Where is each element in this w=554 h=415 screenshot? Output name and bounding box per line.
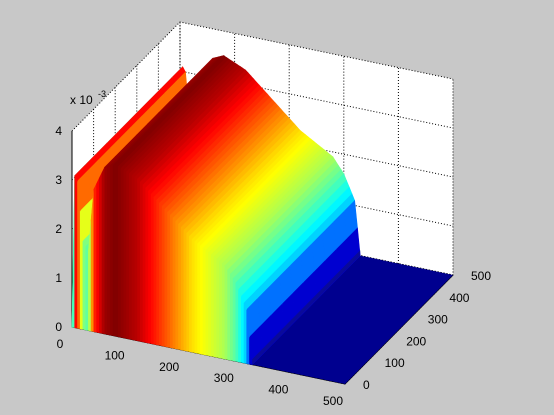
x-tick-label: 100 — [105, 348, 125, 362]
surface-front-skirt — [131, 174, 136, 341]
surface-front-skirt — [74, 175, 78, 329]
surface-front-skirt — [243, 302, 247, 364]
z-tick-label: 1 — [55, 271, 62, 285]
surface-front-skirt — [167, 211, 171, 348]
surface-front-skirt — [82, 240, 86, 331]
surface-front-skirt — [208, 251, 212, 357]
surface-front-skirt — [145, 187, 149, 344]
x-tick-label: 400 — [268, 383, 288, 397]
surface-front-skirt — [249, 337, 253, 365]
surface-front-skirt — [129, 173, 133, 340]
surface-front-skirt — [230, 273, 234, 361]
surface-front-skirt — [148, 190, 152, 344]
surface-front-skirt — [180, 226, 185, 351]
surface-front-skirt — [183, 229, 187, 352]
surface-front-skirt — [178, 223, 182, 351]
surface-front-skirt — [238, 289, 242, 363]
surface-front-skirt — [99, 172, 103, 334]
surface-front-skirt — [115, 164, 119, 338]
surface-front-skirt — [142, 184, 146, 343]
z-exponent-power: -3 — [98, 89, 106, 99]
surface-front-skirt — [150, 193, 155, 345]
z-exponent-label: x 10 -3 — [70, 89, 106, 107]
surface-front-skirt — [170, 214, 174, 349]
surface-end-face — [252, 250, 361, 365]
surface-front-skirt — [112, 164, 116, 337]
surface-front-skirt — [197, 243, 201, 355]
surface-front-skirt — [191, 238, 196, 353]
surface-front-skirt — [159, 202, 163, 347]
y-tick-label: 300 — [428, 313, 448, 327]
surface-front-skirt — [134, 176, 138, 342]
surface-front-skirt — [205, 249, 209, 356]
y-tick-label: 100 — [385, 356, 405, 370]
surface-front-skirt — [126, 171, 130, 340]
surface-front-skirt — [107, 165, 111, 336]
surface-front-skirt — [213, 256, 217, 358]
surface-front-skirt — [235, 282, 239, 363]
surface-front-skirt — [200, 245, 204, 355]
surface-front-skirt — [232, 277, 237, 362]
grid-line-z — [71, 21, 454, 132]
surface-front-skirt — [172, 217, 176, 350]
surface-front-skirt — [120, 167, 125, 339]
surface-front-skirt — [96, 178, 100, 334]
surface-front-skirt — [153, 196, 157, 346]
x-tick-label: 200 — [159, 360, 179, 374]
surface-front-skirt — [104, 166, 108, 335]
surface-front-skirt — [210, 254, 215, 357]
surface-front-skirt — [109, 164, 114, 336]
zero-plane — [252, 255, 453, 384]
y-tick-label: 500 — [471, 269, 491, 283]
surface-front-skirt — [101, 167, 106, 335]
surface-front-skirt — [227, 269, 231, 361]
surface-front-skirt — [186, 232, 190, 352]
surface-front-skirt — [118, 165, 122, 338]
surface-front-skirt — [175, 220, 179, 350]
y-tick-label: 200 — [406, 334, 426, 348]
surface-front-skirt — [161, 205, 166, 347]
x-tick-label: 0 — [57, 337, 64, 351]
z-tick-label: 3 — [55, 173, 62, 187]
surface-front-skirt — [123, 169, 127, 339]
surface-front-skirt — [93, 183, 97, 333]
z-tick-label: 2 — [55, 222, 62, 236]
surface-front-skirt — [140, 181, 144, 343]
surface-front-skirt — [221, 262, 226, 360]
surface-plot — [71, 55, 453, 384]
y-tick-label: 0 — [363, 378, 370, 392]
surface-front-skirt — [241, 296, 245, 364]
surface-front-skirt — [216, 258, 220, 359]
surface-front-skirt — [219, 260, 223, 359]
surface-front-skirt — [137, 178, 141, 342]
surface-front-skirt — [202, 247, 207, 356]
z-tick-label: 4 — [55, 124, 62, 138]
x-tick-label: 300 — [214, 371, 234, 385]
y-tick-label: 400 — [449, 291, 469, 305]
x-tick-label: 500 — [323, 394, 343, 408]
surface-front-skirt — [85, 246, 89, 331]
surface-front-skirt — [156, 199, 160, 346]
surface-front-skirt — [224, 264, 228, 360]
z-tick-label: 0 — [55, 320, 62, 334]
surface-front-skirt — [164, 208, 168, 348]
surface-front-skirt — [189, 235, 193, 353]
z-exponent-base: x 10 — [70, 93, 93, 107]
surface-front-skirt — [194, 240, 198, 354]
